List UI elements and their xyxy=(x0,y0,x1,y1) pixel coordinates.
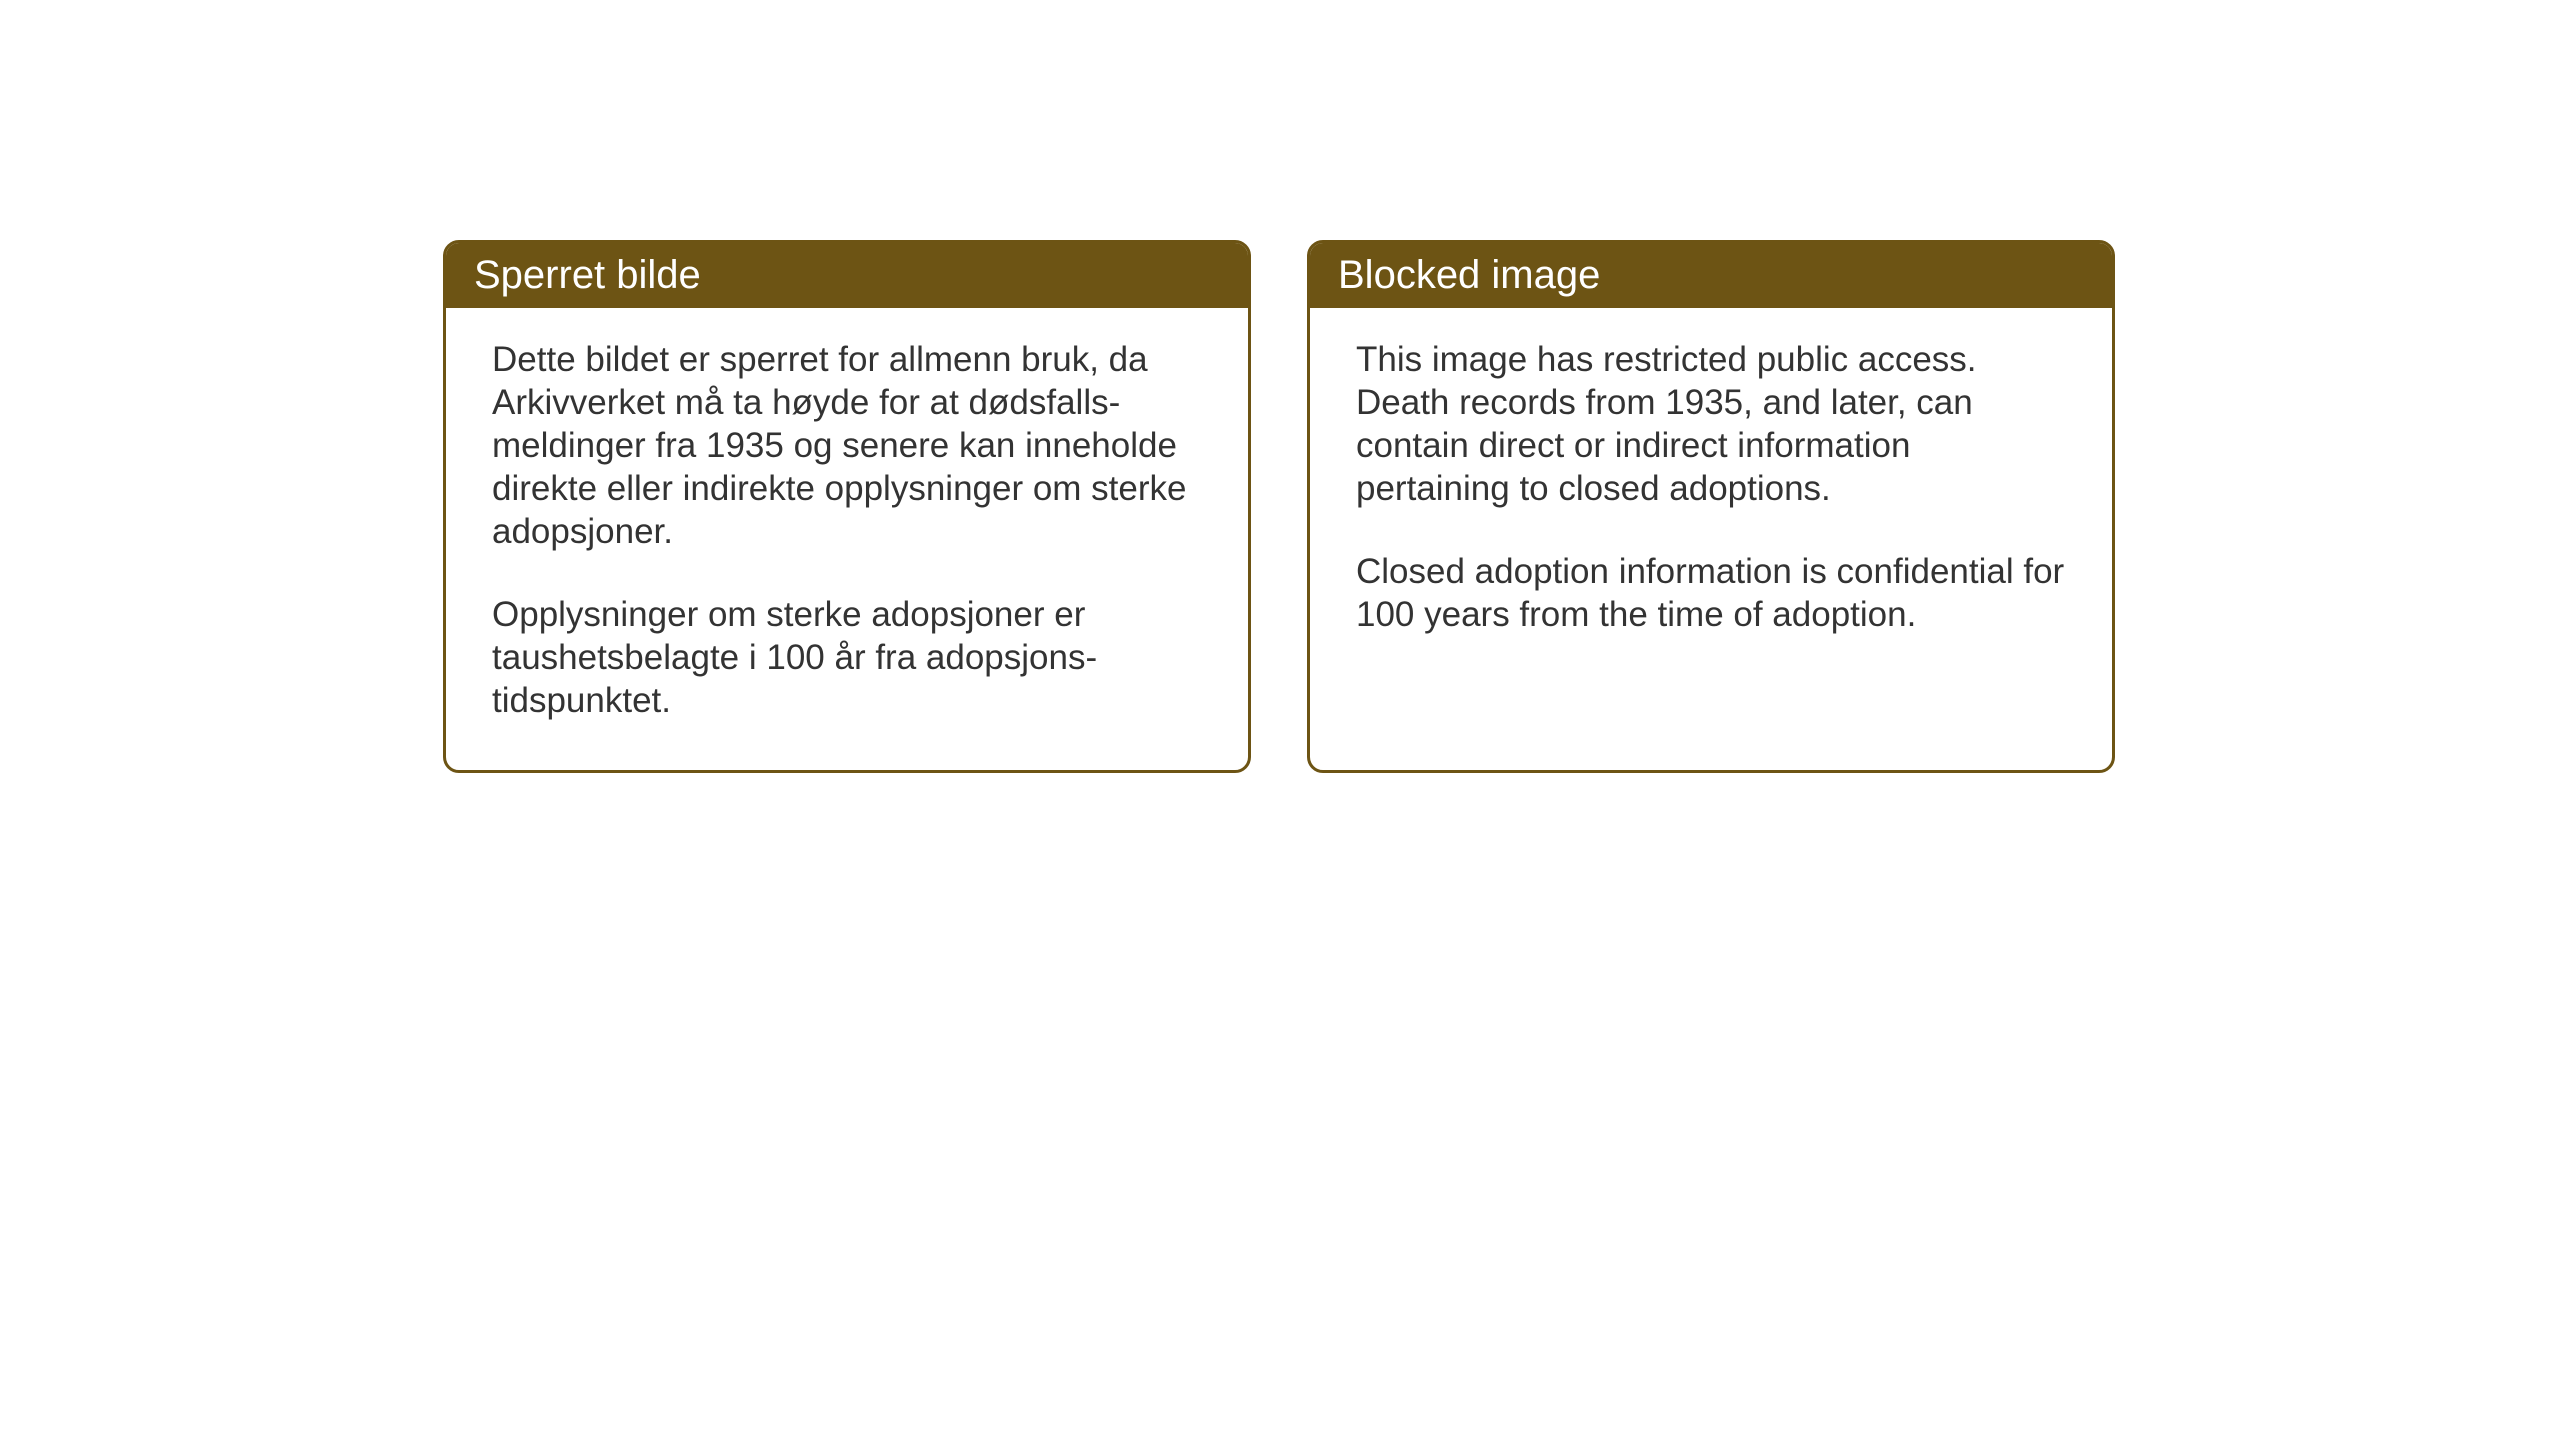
card-english-title: Blocked image xyxy=(1338,253,1600,297)
cards-container: Sperret bilde Dette bildet er sperret fo… xyxy=(443,240,2115,773)
card-english-body: This image has restricted public access.… xyxy=(1310,308,2112,684)
card-norwegian-body: Dette bildet er sperret for allmenn bruk… xyxy=(446,308,1248,770)
card-norwegian-paragraph1: Dette bildet er sperret for allmenn bruk… xyxy=(492,338,1202,553)
card-english-header: Blocked image xyxy=(1310,243,2112,308)
card-english-paragraph2: Closed adoption information is confident… xyxy=(1356,550,2066,636)
card-norwegian-paragraph2: Opplysninger om sterke adopsjoner er tau… xyxy=(492,593,1202,722)
card-norwegian: Sperret bilde Dette bildet er sperret fo… xyxy=(443,240,1251,773)
card-english-paragraph1: This image has restricted public access.… xyxy=(1356,338,2066,510)
card-norwegian-header: Sperret bilde xyxy=(446,243,1248,308)
card-norwegian-title: Sperret bilde xyxy=(474,253,701,297)
card-english: Blocked image This image has restricted … xyxy=(1307,240,2115,773)
